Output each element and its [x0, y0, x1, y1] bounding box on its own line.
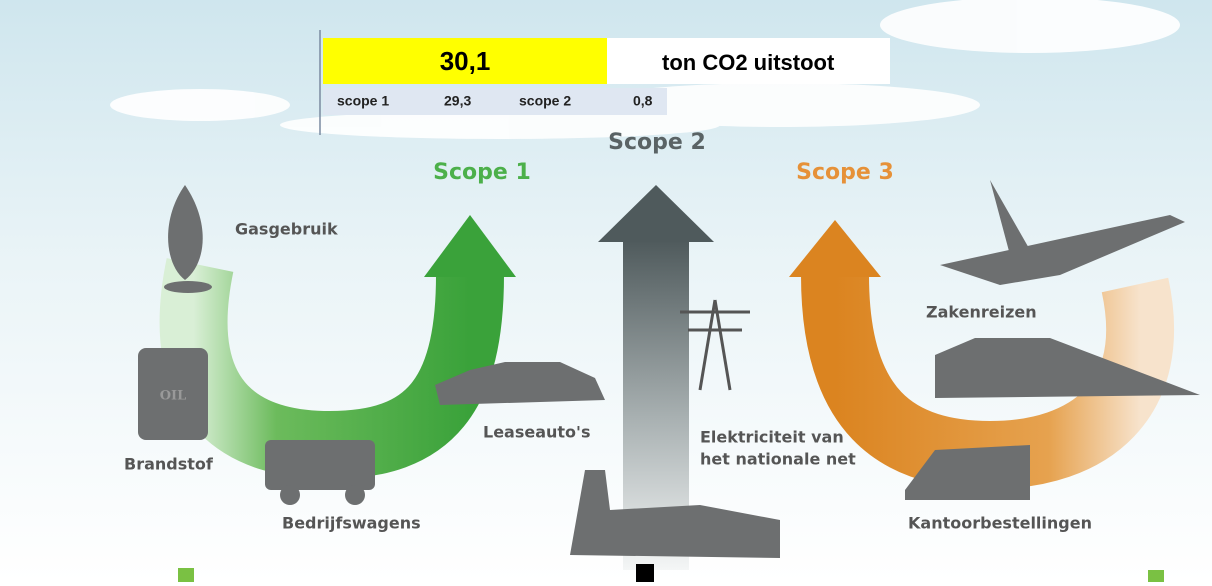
barrel-text: OIL: [160, 389, 187, 404]
total-unit: ton CO2 uitstoot: [662, 50, 835, 75]
scope1-title: Scope 1: [433, 160, 531, 185]
marker: [1148, 570, 1164, 582]
cell: 0,8: [633, 93, 653, 109]
label: Zakenreizen: [926, 303, 1037, 322]
cell: 29,3: [444, 93, 471, 109]
label: Kantoorbestellingen: [908, 514, 1092, 533]
label: Bedrijfswagens: [282, 514, 421, 533]
marker: [178, 568, 194, 582]
label: het nationale net: [700, 450, 856, 469]
scope3-title: Scope 3: [796, 160, 894, 185]
cell: scope 1: [337, 93, 389, 109]
total-value: 30,1: [440, 46, 491, 76]
label: Gasgebruik: [235, 220, 338, 239]
marker: [636, 564, 654, 582]
page: OIL Scope 1 Scope 2 Scope 3 Gasgebruik B…: [0, 0, 1212, 582]
truck-icon: [265, 440, 375, 490]
infographic: OIL Scope 1 Scope 2 Scope 3 Gasgebruik B…: [0, 0, 1212, 582]
cell: scope 2: [519, 93, 571, 109]
burner-icon: [164, 281, 212, 293]
label: Brandstof: [124, 455, 214, 474]
label: Elektriciteit van: [700, 428, 844, 447]
label: Leaseauto's: [483, 423, 590, 442]
scope2-title: Scope 2: [608, 130, 706, 155]
